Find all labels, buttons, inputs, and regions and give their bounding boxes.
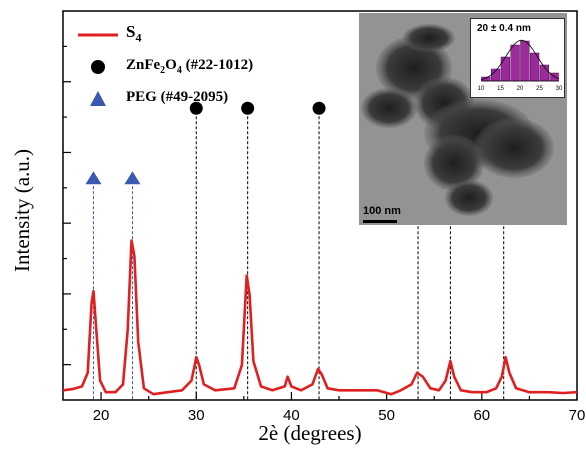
histogram-bar bbox=[500, 56, 510, 82]
peg-reference-marker bbox=[85, 171, 102, 185]
x-tick-label: 60 bbox=[473, 407, 490, 424]
histogram-tick-label: 10 bbox=[478, 86, 485, 92]
histogram-tick-label: 30 bbox=[556, 86, 563, 92]
x-tick-label: 40 bbox=[283, 407, 300, 424]
legend-label-znfe2o4: ZnFe2O4 (#22-1012) bbox=[126, 57, 254, 76]
tem-micrograph bbox=[359, 13, 567, 225]
x-tick-label: 30 bbox=[188, 407, 205, 424]
y-axis-label: Intensity (a.u.) bbox=[10, 148, 34, 272]
znfe2o4-reference-marker bbox=[189, 101, 203, 115]
histogram-tick-label: 15 bbox=[497, 86, 504, 92]
circle-marker-icon bbox=[91, 60, 105, 74]
histogram-tick-label: 25 bbox=[536, 86, 543, 92]
histogram-bars: 10 15 20 25 30 bbox=[478, 39, 563, 92]
histogram-size-label: 20 ± 0.4 nm bbox=[477, 23, 531, 34]
plot-frame bbox=[62, 10, 578, 401]
legend-line-swatch bbox=[78, 33, 118, 37]
size-histogram: 10 15 20 25 30 20 ± 0.4 nm bbox=[470, 18, 565, 98]
x-tick-label: 70 bbox=[569, 407, 586, 424]
x-tick-label: 20 bbox=[93, 407, 110, 424]
tem-inset-image: 10 15 20 25 30 20 ± 0.4 nm 100 nm bbox=[359, 13, 567, 225]
znfe2o4-reference-marker bbox=[241, 101, 255, 115]
x-tick-label: 50 bbox=[378, 407, 395, 424]
histogram-bar bbox=[510, 44, 520, 82]
triangle-marker-icon bbox=[90, 91, 106, 106]
znfe2o4-reference-marker bbox=[312, 101, 326, 115]
scale-bar bbox=[363, 220, 397, 223]
legend-label-s4: S4 bbox=[126, 22, 142, 45]
legend-label-peg: PEG (#49-2095) bbox=[126, 89, 229, 105]
x-axis-label: 2è (degrees) bbox=[258, 421, 362, 445]
histogram-tick-label: 20 bbox=[517, 86, 524, 92]
histogram-fit-curve bbox=[480, 39, 560, 80]
scale-bar-label: 100 nm bbox=[363, 205, 401, 217]
series-line-s4 bbox=[62, 239, 578, 396]
peg-reference-marker bbox=[124, 171, 141, 185]
histogram-bar bbox=[520, 40, 530, 82]
